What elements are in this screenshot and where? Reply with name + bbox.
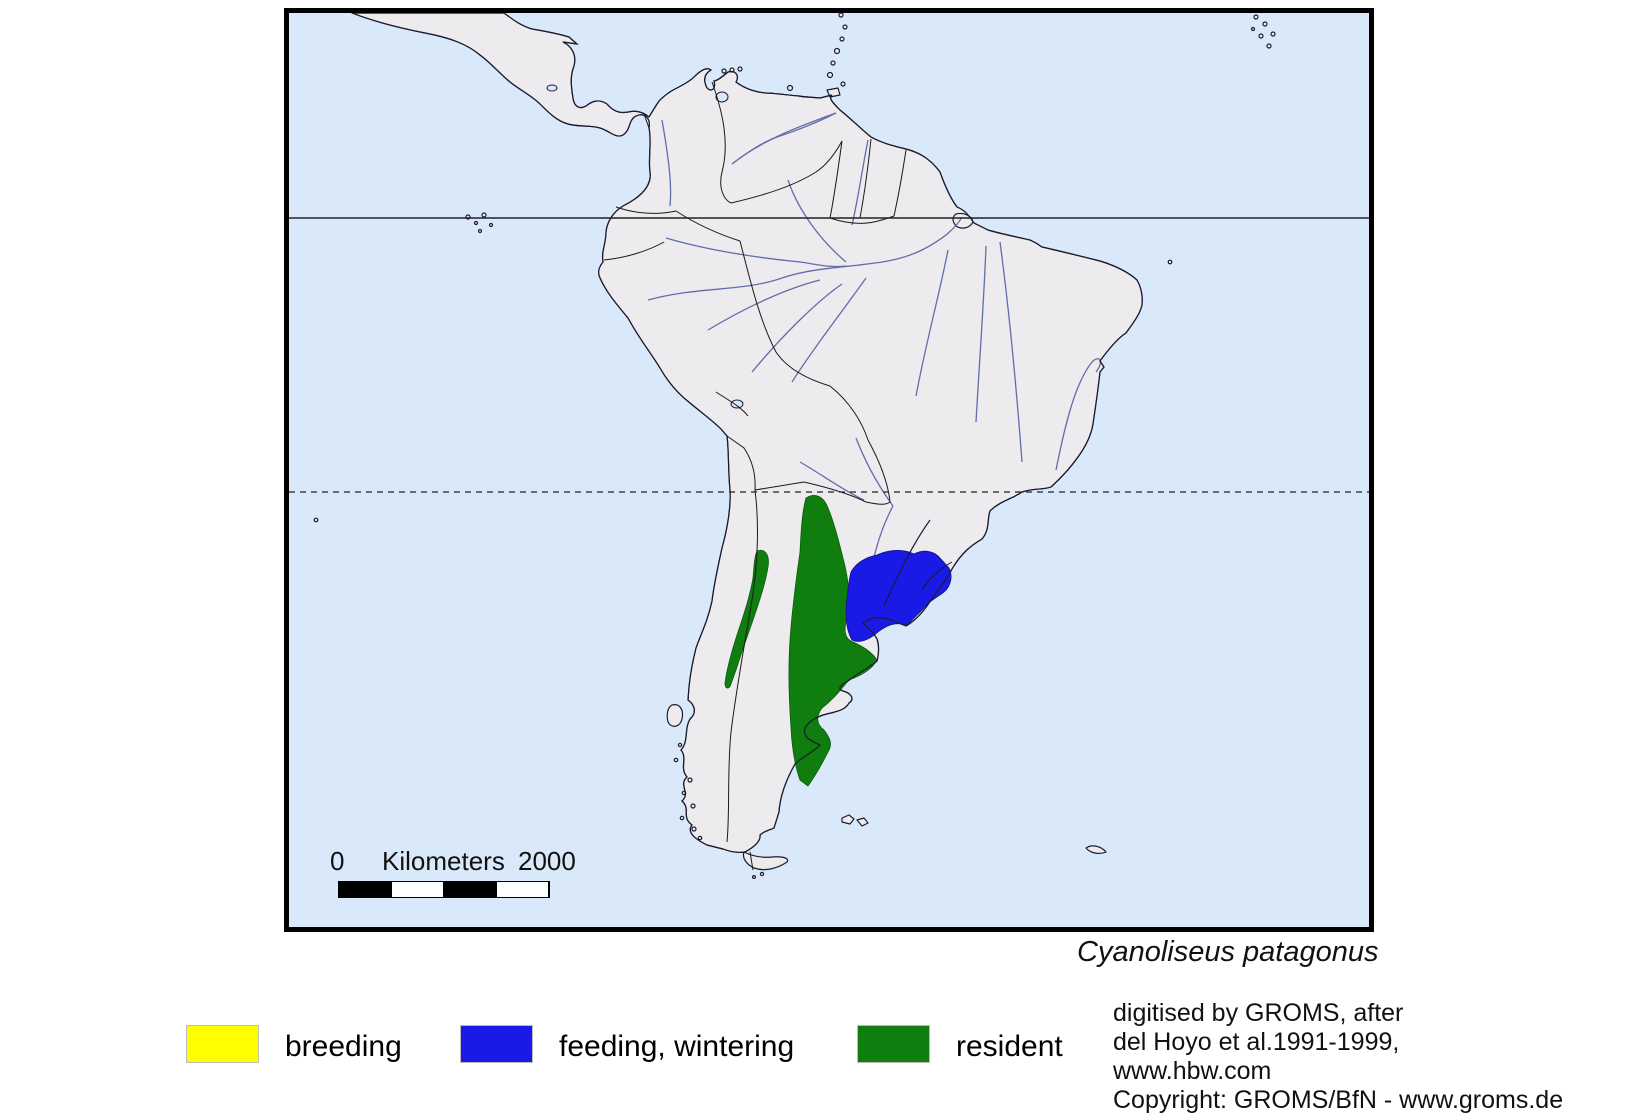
credit-line: www.hbw.com bbox=[1113, 1057, 1272, 1085]
legend-swatch-feeding-wintering bbox=[460, 1025, 533, 1063]
chiloe-island bbox=[666, 704, 684, 727]
species-title: Cyanoliseus patagonus bbox=[1077, 936, 1379, 968]
credit-line: digitised by GROMS, after bbox=[1113, 999, 1404, 1027]
legend-label-feeding-wintering: feeding, wintering bbox=[559, 1030, 795, 1063]
south-georgia-island bbox=[1085, 845, 1107, 854]
scalebar-segment bbox=[390, 882, 444, 897]
lesser-antilles-icons bbox=[721, 13, 848, 92]
legend-label-resident: resident bbox=[956, 1030, 1063, 1063]
legend-label-breeding: breeding bbox=[285, 1030, 402, 1063]
cape-verde-islands bbox=[1250, 14, 1276, 49]
scalebar-segment bbox=[339, 882, 391, 897]
legend-swatch-resident bbox=[857, 1025, 930, 1063]
map-frame bbox=[284, 8, 1374, 932]
islets bbox=[313, 259, 1173, 879]
south-america-map bbox=[289, 13, 1369, 927]
legend-swatch-breeding bbox=[186, 1025, 259, 1063]
tierra-del-fuego bbox=[742, 851, 789, 871]
trinidad-island bbox=[826, 87, 841, 98]
lakes bbox=[546, 84, 744, 409]
scalebar-unit-label: Kilometers bbox=[382, 846, 505, 876]
scalebar bbox=[338, 881, 550, 898]
scalebar-start-label: 0 bbox=[330, 846, 345, 876]
credits-block: digitised by GROMS, after del Hoyo et al… bbox=[1113, 999, 1563, 1114]
falkland-islands bbox=[841, 814, 869, 827]
marajo-island bbox=[952, 212, 974, 229]
credit-line: Copyright: GROMS/BfN - www.groms.de bbox=[1113, 1086, 1564, 1114]
scalebar-segment bbox=[444, 882, 496, 897]
scalebar-segment bbox=[495, 882, 549, 897]
country-borders bbox=[603, 81, 953, 871]
credit-line: del Hoyo et al.1991-1999, bbox=[1113, 1028, 1400, 1056]
range-resident-chile-strip bbox=[724, 549, 769, 689]
scalebar-end-label: 2000 bbox=[518, 846, 576, 876]
